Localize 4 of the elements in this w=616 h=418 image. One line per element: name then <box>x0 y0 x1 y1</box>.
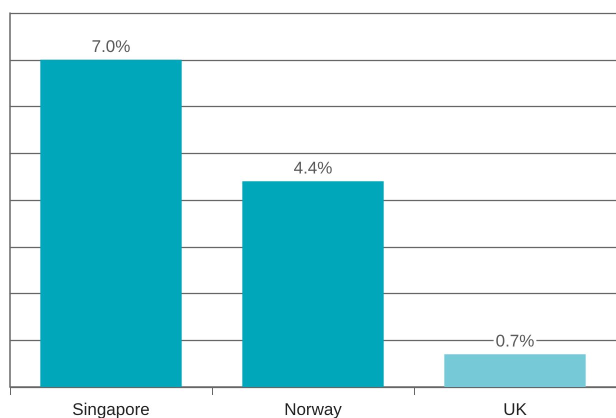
x-tick-label: UK <box>503 400 528 418</box>
data-label: 4.4% <box>294 158 332 178</box>
data-label: 0.7% <box>496 331 534 350</box>
data-label: 7.0% <box>92 36 130 56</box>
